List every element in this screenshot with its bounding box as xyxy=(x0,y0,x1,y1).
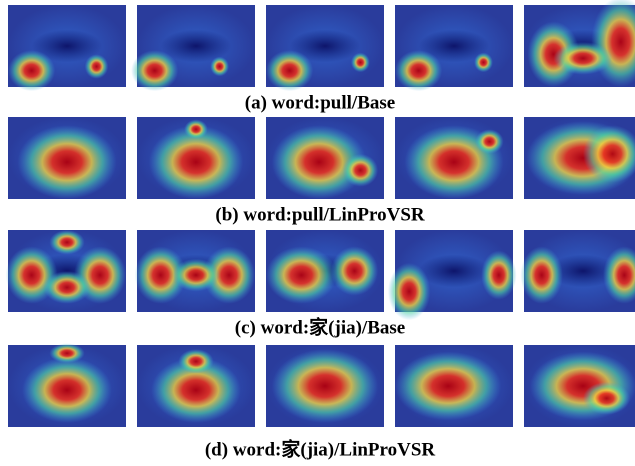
heatmap-image xyxy=(8,117,126,199)
caption: (d) word:家(jia)/LinProVSR xyxy=(205,437,436,460)
heatmap-image xyxy=(524,117,635,199)
heat-blob xyxy=(17,125,116,199)
heat-blob xyxy=(22,357,112,423)
heat-blob xyxy=(481,251,516,300)
heatmap-image xyxy=(395,5,513,91)
heat-blob xyxy=(520,246,562,303)
caption: (b) word:pull/LinProVSR xyxy=(215,204,424,225)
heatmap-image xyxy=(8,5,126,91)
heatmap-image xyxy=(8,343,126,427)
heatmap-image xyxy=(524,345,635,427)
heat-blob xyxy=(475,129,503,154)
heatmap-image xyxy=(266,230,384,312)
heat-blob xyxy=(395,50,442,91)
heat-blob xyxy=(43,271,90,304)
heatmap-image xyxy=(266,117,384,199)
heat-blob xyxy=(8,50,55,91)
heatmap-image xyxy=(388,230,517,320)
heat-blob xyxy=(131,50,178,91)
figure: (a) word:pull/Base (b) word:pull/LinProV… xyxy=(0,0,635,466)
heat-blob xyxy=(49,230,84,255)
heat-blob xyxy=(49,343,84,363)
heatmap-image xyxy=(395,117,513,199)
heat-blob xyxy=(388,263,430,320)
heat-blob xyxy=(272,349,378,423)
caption: (c) word:家(jia)/Base xyxy=(235,315,405,338)
heat-blob xyxy=(474,53,493,73)
heat-blob xyxy=(583,382,630,415)
heat-blob xyxy=(266,50,313,91)
heatmap-image xyxy=(6,230,126,312)
heatmap-image xyxy=(524,0,635,87)
heatmap-image xyxy=(135,230,255,312)
heatmap-image xyxy=(131,5,255,91)
caption: (a) word:pull/Base xyxy=(245,92,395,113)
heat-blob xyxy=(184,119,208,139)
heatmap-image xyxy=(266,345,384,427)
heat-blob xyxy=(210,57,229,77)
heatmap-image xyxy=(137,117,255,199)
heat-blob xyxy=(172,259,219,292)
heat-blob xyxy=(331,246,378,295)
heat-blob xyxy=(343,154,378,187)
heat-blob xyxy=(85,54,109,79)
heatmap-image xyxy=(137,345,255,427)
heat-blob xyxy=(395,352,501,421)
heatmap-image xyxy=(520,230,635,312)
heat-blob xyxy=(266,246,337,303)
heat-blob xyxy=(554,42,613,75)
heat-blob xyxy=(351,53,370,73)
heat-blob xyxy=(178,349,213,374)
heatmap-image xyxy=(395,345,513,427)
heatmap-image xyxy=(266,5,384,91)
